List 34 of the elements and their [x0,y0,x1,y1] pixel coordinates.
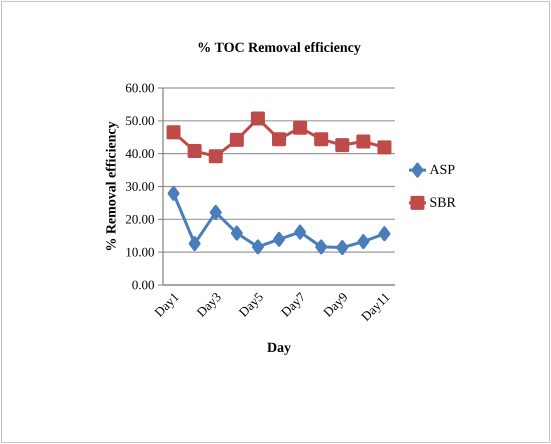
point [166,125,181,140]
point [230,132,244,147]
point [188,144,202,158]
legend-label: ASP [430,164,454,174]
point [378,226,390,242]
y-tick-label: 20.00 [126,214,154,224]
chart-title: % TOC Removal efficiency [198,42,361,55]
point [294,224,306,240]
y-tick-label: 50.00 [126,116,154,126]
y-tick-label: 40.00 [126,149,154,158]
point [293,120,308,135]
point [208,149,223,164]
point [188,236,201,252]
point [273,232,286,247]
point [377,140,392,154]
point [356,134,370,149]
legend-label: SBR [430,197,456,207]
point [230,226,243,241]
y-tick-label: 30.00 [126,182,154,191]
point [314,132,328,146]
y-tick-label: 60.00 [126,84,154,92]
y-tick-label: 10.00 [126,248,154,257]
y-tick-label: 0.00 [132,280,154,290]
point [252,239,264,254]
point [272,132,286,146]
point [336,240,348,256]
y-axis-title: % Removal efficiency [106,122,119,250]
point [210,204,222,220]
point [315,239,328,254]
point [357,234,370,250]
point [335,138,350,152]
point [250,112,265,126]
x-axis-title: Day [267,342,291,355]
point [168,186,180,201]
